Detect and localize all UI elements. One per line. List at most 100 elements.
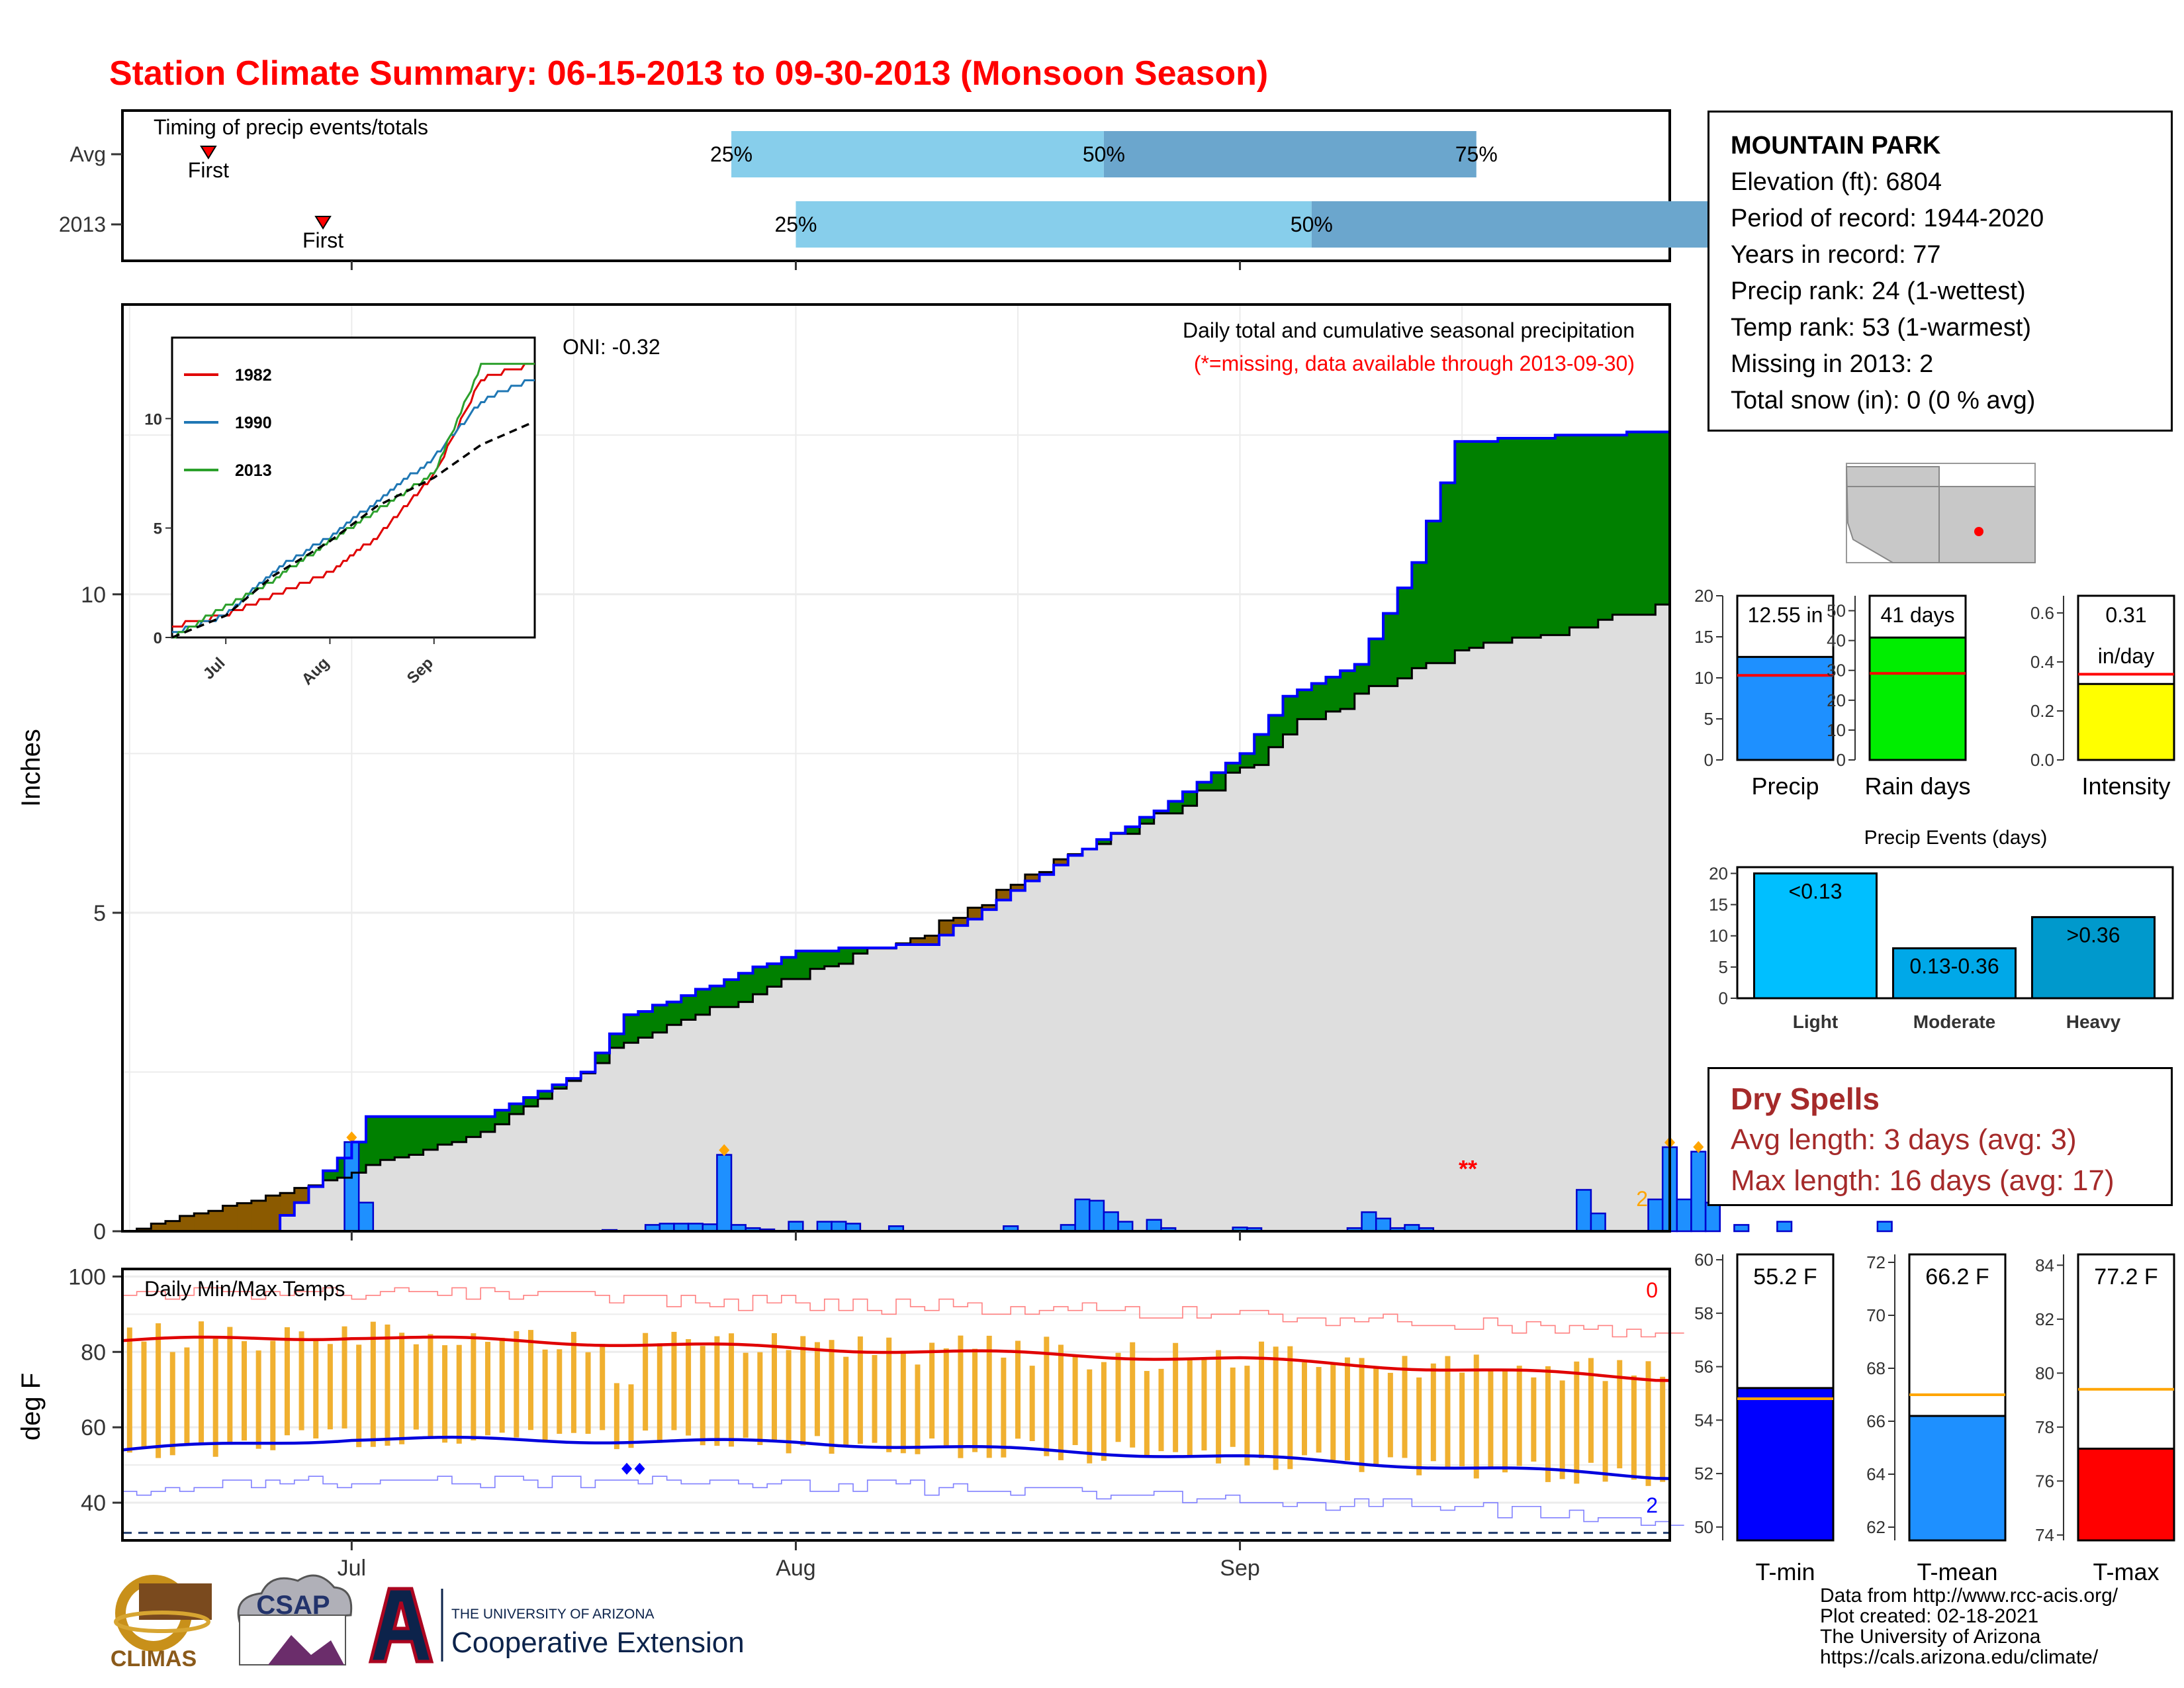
daily-temp-bar <box>169 1352 175 1456</box>
above-normal-fill <box>1412 562 1427 669</box>
summary-y-tick: 5 <box>1704 709 1713 729</box>
temp-summary-t-mean: 62 64 66 68 70 72 66.2 F T-mean <box>1866 1252 2007 1585</box>
daily-temp-bar <box>771 1333 777 1442</box>
daily-temp-bar <box>227 1327 233 1444</box>
daily-temp-bar <box>471 1333 477 1440</box>
inset-line-2013 <box>172 363 535 639</box>
daily-temp-bar <box>686 1338 692 1436</box>
daily-temp-bar <box>757 1352 763 1446</box>
timing-q2-bar <box>1311 201 1770 248</box>
temp-summary-y-tick: 54 <box>1694 1410 1713 1430</box>
daily-temp-bar <box>298 1331 304 1430</box>
temp-summary-y-tick: 66 <box>1866 1411 1886 1431</box>
daily-temp-bar <box>141 1341 147 1448</box>
summary-chart-intensity: 0.0 0.2 0.4 0.6 0.31 in/day Intensity <box>2030 594 2175 800</box>
below-normal-fill <box>996 890 1011 900</box>
above-normal-fill <box>1512 438 1527 638</box>
missing-temp-marker <box>634 1462 645 1475</box>
below-normal-fill <box>925 935 940 945</box>
summary-value-bar <box>1736 655 1835 761</box>
daily-temp-bar <box>1173 1342 1179 1452</box>
dry-spells-box: Dry Spells Avg length: 3 days (avg: 3) M… <box>1707 1067 2173 1206</box>
events-y-tick: 20 <box>1709 863 1728 883</box>
temp-summary-value: 55.2 F <box>1753 1264 1817 1289</box>
temp-summary-bar <box>1736 1387 1835 1542</box>
daily-temp-bar <box>886 1337 892 1452</box>
daily-temp-bar <box>1402 1356 1408 1458</box>
record-high-line <box>122 1287 1684 1338</box>
above-normal-fill <box>1440 483 1455 663</box>
temp-summary-y-tick: 82 <box>2035 1309 2054 1329</box>
summary-y-tick: 0.0 <box>2030 750 2054 770</box>
daily-precip-bar <box>1117 1221 1134 1233</box>
station-info-line: Temp rank: 53 (1-warmest) <box>1731 314 2032 342</box>
missing-data-marker: ** <box>1459 1155 1477 1182</box>
events-title: Precip Events (days) <box>1864 827 2048 849</box>
daily-temp-bar <box>557 1349 563 1434</box>
above-normal-fill <box>494 1110 510 1125</box>
summary-y-tick: 30 <box>1827 661 1846 680</box>
above-normal-fill <box>709 986 725 1008</box>
daily-temp-bar <box>1344 1357 1350 1461</box>
daily-temp-bar <box>442 1345 448 1443</box>
summary-name: Rain days <box>1864 773 1970 800</box>
summary-y-tick: 10 <box>1827 720 1846 740</box>
timing-row-2013-label: 2013 <box>59 212 106 236</box>
timing-first-marker <box>314 216 332 230</box>
inset-y-tick: 10 <box>144 410 162 428</box>
temp-y-tick: 40 <box>81 1491 106 1516</box>
daily-temp-bar <box>255 1350 261 1449</box>
daily-temp-bar <box>628 1384 634 1448</box>
events-y-tick: 0 <box>1719 988 1728 1008</box>
daily-temp-bar <box>800 1336 806 1446</box>
temp-summary-y-tick: 74 <box>2035 1525 2054 1545</box>
above-normal-fill <box>1254 734 1269 765</box>
precip-events-chart: Precip Events (days) 0 5 10 15 20 <0.13 Light 0.… <box>1709 827 2174 1032</box>
timing-p25-label: 25% <box>774 212 817 236</box>
above-normal-fill <box>1125 827 1140 834</box>
above-normal-fill <box>681 995 696 1020</box>
daily-temp-bar <box>1187 1358 1193 1457</box>
temp-y-tick: 60 <box>81 1415 106 1440</box>
events-y-tick: 10 <box>1709 926 1728 946</box>
above-normal-fill <box>323 1170 338 1181</box>
daily-precip-bar <box>1089 1199 1105 1233</box>
csap-wordmark: CSAP <box>256 1591 330 1620</box>
daily-temp-bar <box>385 1324 390 1446</box>
below-normal-fill <box>1011 884 1026 891</box>
normal-cumulative-area <box>122 604 1670 1231</box>
daily-temp-bar <box>527 1330 533 1430</box>
precip-panel-frame <box>121 303 1671 1233</box>
location-map <box>1845 463 2036 563</box>
event-category: Light <box>1793 1011 1838 1032</box>
daily-temp-bar <box>1459 1372 1465 1467</box>
above-normal-fill <box>466 1116 481 1137</box>
daily-temp-bar <box>327 1344 333 1430</box>
temp-summary-t-min: 50 52 54 56 58 60 55.2 F T-min <box>1694 1250 1835 1585</box>
daily-temp-bar <box>1158 1368 1164 1452</box>
temp-summary-y-tick: 56 <box>1694 1357 1713 1377</box>
station-info-line: Period of record: 1944-2020 <box>1731 205 2044 232</box>
event-bar-label: >0.36 <box>2067 923 2120 947</box>
daily-temp-bar <box>1072 1356 1078 1446</box>
timing-q2-bar <box>1103 131 1477 177</box>
footer-credits: Data from http://www.rcc-acis.org/ Plot … <box>1820 1585 2118 1667</box>
daily-temp-bar <box>1387 1372 1393 1458</box>
daily-temp-bar <box>514 1331 520 1438</box>
timing-p75-label: 75% <box>1455 142 1498 166</box>
temp-summary-y-tick: 72 <box>1866 1252 1886 1272</box>
temp-y-tick: 100 <box>68 1264 106 1289</box>
climas-wordmark: CLIMAS <box>111 1646 197 1671</box>
daily-temp-bar <box>1617 1360 1623 1469</box>
daily-temp-bar <box>1316 1367 1322 1453</box>
daily-precip-bar <box>1647 1198 1664 1233</box>
daily-temp-bar <box>542 1349 548 1443</box>
precip-caption: Daily total and cumulative seasonal prec… <box>1183 318 1635 342</box>
timing-row-avg-label: Avg <box>69 142 106 166</box>
daily-temp-bar <box>370 1321 376 1447</box>
above-normal-fill <box>1283 696 1298 735</box>
daily-temp-bar <box>1488 1370 1494 1469</box>
daily-temp-bar <box>1015 1340 1021 1439</box>
above-normal-fill <box>810 951 825 969</box>
above-normal-fill <box>1311 683 1327 720</box>
